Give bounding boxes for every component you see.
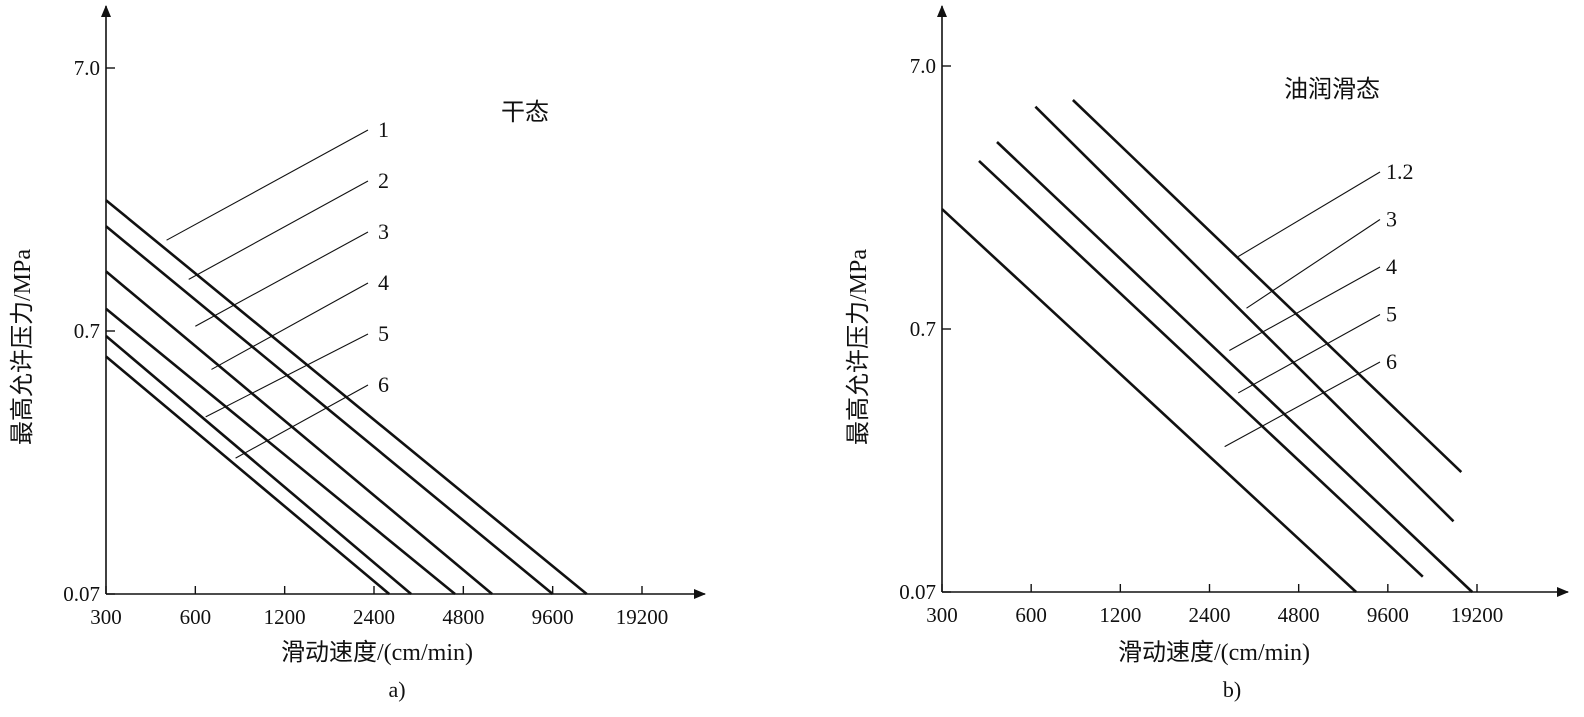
- y-axis-title: 最高允许压力/MPa: [9, 249, 36, 445]
- y-tick-label: 7.0: [74, 56, 100, 80]
- series-label-1: 1: [378, 117, 389, 142]
- x-tick-label: 600: [180, 605, 212, 629]
- series-label-3: 3: [1386, 207, 1397, 232]
- series-line-3: [1034, 105, 1455, 523]
- x-tick-label: 19200: [1451, 603, 1504, 627]
- y-tick-label: 0.07: [899, 580, 936, 604]
- series-label-1.2: 1.2: [1386, 159, 1414, 184]
- callout-leader-4: [211, 282, 369, 370]
- x-axis-title: 滑动速度/(cm/min): [281, 639, 473, 666]
- y-tick-label: 0.7: [910, 317, 936, 341]
- callout-leader-1: [166, 129, 369, 241]
- callout-leader-2: [188, 180, 369, 280]
- callout-leader-4: [1229, 266, 1381, 351]
- condition-label: 干态: [501, 99, 549, 126]
- callout-leader-6: [1224, 361, 1381, 448]
- y-tick-label: 0.07: [63, 582, 100, 606]
- series-label-4: 4: [1386, 254, 1397, 279]
- condition-label: 油润滑态: [1284, 76, 1380, 103]
- chart-panel-1: 0.07 0.7 7.0 300 600 1200 2400 4800 9600 19200 最高允…: [9, 5, 706, 702]
- x-tick-label: 2400: [353, 605, 395, 629]
- panel-caption: b): [1223, 677, 1241, 702]
- y-tick-label: 7.0: [910, 54, 936, 78]
- callout-leader-1.2: [1237, 171, 1381, 258]
- x-tick-label: 1200: [1099, 603, 1141, 627]
- series-line-3: [105, 270, 493, 595]
- panel-caption: a): [388, 677, 405, 702]
- series-label-3: 3: [378, 219, 389, 244]
- series-label-4: 4: [378, 270, 389, 295]
- series-line-6: [105, 355, 391, 595]
- x-tick-label: 300: [90, 605, 122, 629]
- series-line-4: [105, 307, 456, 596]
- series-label-5: 5: [1386, 302, 1397, 327]
- chart-panel-2: 0.07 0.7 7.0 300 600 1200 2400 4800 9600 19200 最高允…: [845, 5, 1569, 702]
- series-line-1.2: [1072, 99, 1463, 474]
- series-line-5: [978, 159, 1424, 578]
- series-label-6: 6: [378, 372, 389, 397]
- series-line-5: [105, 335, 412, 595]
- series-label-6: 6: [1386, 349, 1397, 374]
- series-line-4: [996, 141, 1474, 593]
- x-tick-label: 9600: [1367, 603, 1409, 627]
- callout-leader-6: [235, 384, 369, 459]
- series-label-2: 2: [378, 168, 389, 193]
- x-tick-label: 2400: [1189, 603, 1231, 627]
- series-line-2: [105, 225, 554, 596]
- x-tick-label: 19200: [616, 605, 669, 629]
- callout-leader-5: [205, 333, 369, 418]
- x-tick-label: 600: [1015, 603, 1047, 627]
- callout-leader-5: [1237, 314, 1381, 394]
- callout-leader-3: [195, 231, 369, 327]
- x-tick-label: 4800: [442, 605, 484, 629]
- series-label-5: 5: [378, 321, 389, 346]
- y-axis-title: 最高允许压力/MPa: [845, 249, 872, 445]
- x-tick-label: 4800: [1278, 603, 1320, 627]
- x-axis-title: 滑动速度/(cm/min): [1118, 639, 1310, 666]
- x-tick-label: 300: [926, 603, 958, 627]
- series-line-6: [941, 208, 1357, 593]
- callout-leader-3: [1246, 219, 1381, 309]
- x-tick-label: 9600: [532, 605, 574, 629]
- x-tick-label: 1200: [264, 605, 306, 629]
- y-tick-label: 0.7: [74, 319, 100, 343]
